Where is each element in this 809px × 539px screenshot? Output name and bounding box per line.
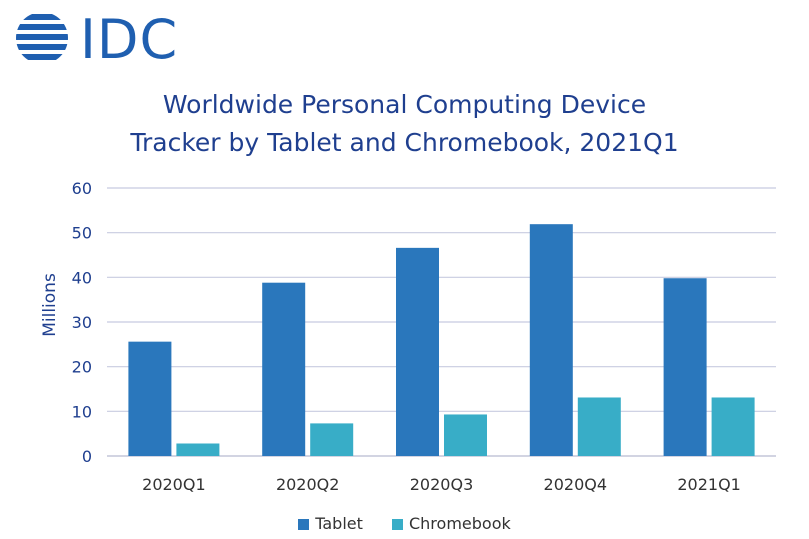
legend-item-chromebook: Chromebook — [391, 514, 511, 533]
legend: Tablet Chromebook — [0, 514, 809, 533]
idc-globe-icon — [16, 14, 68, 60]
y-axis-ticks: 0 10 20 30 40 50 60 — [72, 179, 92, 466]
bars — [128, 224, 755, 456]
idc-logo: IDC — [14, 10, 194, 70]
tablet-bar — [396, 247, 439, 456]
x-tick-label: 2020Q4 — [544, 475, 608, 494]
tablet-bar — [529, 224, 573, 456]
chromebook-bar — [711, 397, 755, 456]
tablet-bar — [262, 282, 306, 456]
chromebook-bar — [310, 423, 354, 456]
y-tick-label: 40 — [72, 268, 92, 287]
legend-label-tablet: Tablet — [315, 514, 363, 533]
y-tick-label: 50 — [72, 224, 92, 243]
chromebook-bar — [577, 397, 621, 456]
chart-title-line-2: Tracker by Tablet and Chromebook, 2021Q1 — [130, 128, 679, 157]
chart-title: Worldwide Personal Computing Device Trac… — [0, 86, 809, 162]
x-tick-label: 2020Q1 — [142, 475, 206, 494]
logo-text: IDC — [80, 8, 179, 71]
x-axis-ticks: 2020Q1 2020Q2 2020Q3 2020Q4 2021Q1 — [142, 475, 741, 494]
x-tick-label: 2020Q2 — [276, 475, 340, 494]
y-axis-label: Millions — [40, 273, 60, 337]
tablet-bar — [663, 278, 707, 456]
y-tick-label: 60 — [72, 179, 92, 198]
chromebook-bar — [444, 414, 487, 456]
chart-title-line-1: Worldwide Personal Computing Device — [162, 90, 647, 119]
legend-item-tablet: Tablet — [298, 514, 363, 533]
y-tick-label: 20 — [72, 358, 92, 377]
legend-label-chromebook: Chromebook — [408, 514, 511, 533]
legend-swatch-tablet — [298, 519, 310, 530]
tablet-bar — [128, 341, 172, 456]
legend-swatch-chromebook — [391, 519, 403, 530]
y-tick-label: 10 — [72, 402, 92, 421]
x-tick-label: 2021Q1 — [677, 475, 741, 494]
y-tick-label: 0 — [82, 447, 92, 466]
x-tick-label: 2020Q3 — [410, 475, 474, 494]
y-tick-label: 30 — [72, 313, 92, 332]
chromebook-bar — [176, 443, 220, 456]
